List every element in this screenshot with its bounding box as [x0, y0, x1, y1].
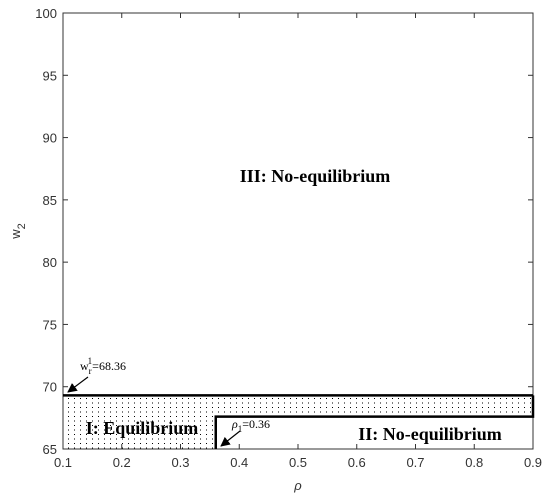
x-tick-label: 0.8: [465, 455, 483, 470]
equilibrium-region: [63, 395, 533, 449]
annotation-base: ρ: [231, 417, 238, 431]
y-tick-label: 90: [43, 131, 57, 146]
x-tick-label: 0.7: [406, 455, 424, 470]
annotation-rest: =0.36: [242, 417, 270, 431]
y-tick-label: 85: [43, 193, 57, 208]
arrow: [67, 376, 89, 393]
annotation-sup: 1: [88, 356, 93, 366]
x-tick-label: 0.5: [289, 455, 307, 470]
plot-frame: [62, 12, 534, 450]
x-tick-label: 0.6: [348, 455, 366, 470]
y-tick-label: 100: [35, 6, 57, 21]
region-label: II: No-equilibrium: [358, 424, 502, 444]
region-label: III: No-equilibrium: [240, 166, 391, 186]
annotation-rest: =68.36: [92, 359, 126, 373]
x-axis-label: ρ: [293, 478, 302, 493]
y-tick-label: 70: [43, 380, 57, 395]
annotation: ρ1=0.36: [231, 417, 270, 434]
annotation: wr1=68.36: [80, 356, 126, 376]
y-tick-label: 95: [43, 68, 57, 83]
y-axis-label-base: w: [8, 229, 23, 240]
y-tick-label: 80: [43, 255, 57, 270]
x-tick-label: 0.3: [171, 455, 189, 470]
y-tick-label: 75: [43, 317, 57, 332]
x-tick-label: 0.4: [230, 455, 248, 470]
region-2-box: [214, 395, 535, 449]
x-tick-label: 0.9: [524, 455, 542, 470]
x-tick-label: 0.2: [113, 455, 131, 470]
y-axis-label-sub: 2: [16, 223, 28, 229]
y-axis-label: w2: [8, 223, 28, 240]
annotation-base: w: [80, 359, 89, 373]
region-label: I: Equilibrium: [86, 418, 199, 438]
x-tick-label: 0.1: [54, 455, 72, 470]
arrow: [220, 430, 241, 447]
annotation-sub: r: [89, 366, 92, 376]
y-tick-label: 65: [43, 442, 57, 457]
annotation-sub: 1: [238, 424, 243, 434]
